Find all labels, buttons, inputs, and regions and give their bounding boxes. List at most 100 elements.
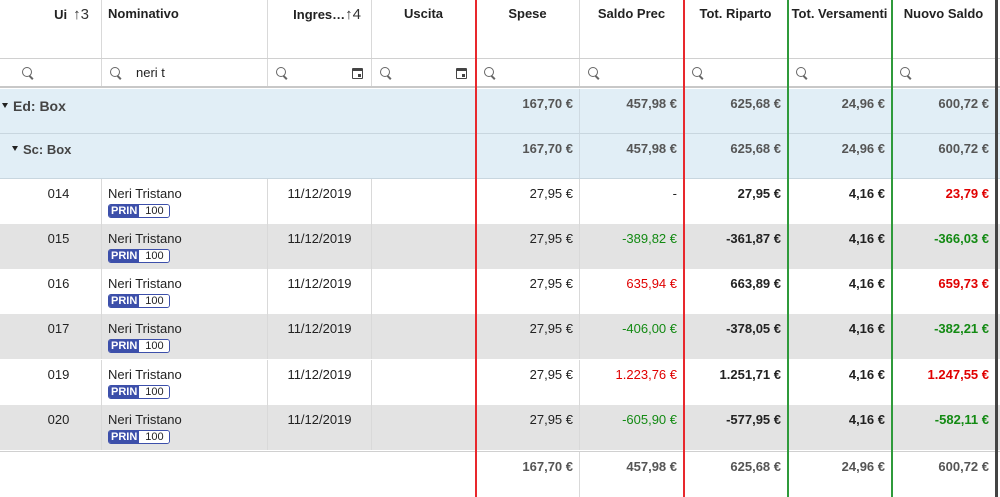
group-row-sc[interactable]: Sc: Box 167,70 € 457,98 € 625,68 € 24,96… <box>0 134 1000 179</box>
cell-uscita <box>372 405 476 450</box>
cell-spese: 27,95 € <box>476 269 580 314</box>
group-row-ed[interactable]: Ed: Box 167,70 € 457,98 € 625,68 € 24,96… <box>0 89 1000 134</box>
cell-uscita <box>372 224 476 269</box>
col-header-ingresso[interactable]: Ingres…↑4 <box>268 0 372 58</box>
col-header-uscita[interactable]: Uscita <box>372 0 476 58</box>
cell-nuovo-saldo: -366,03 € <box>892 224 996 269</box>
cell-spese: 27,95 € <box>476 360 580 405</box>
filter-nuovo-saldo[interactable] <box>892 59 996 86</box>
total-saldo-prec: 457,98 € <box>580 452 684 497</box>
filter-row: neri t <box>0 59 1000 88</box>
col-header-saldo-prec[interactable]: Saldo Prec <box>580 0 684 58</box>
column-divider-green <box>891 0 893 497</box>
cell-tot-riparto: 663,89 € <box>684 269 788 314</box>
cell-tot-versamenti: 4,16 € <box>788 314 892 359</box>
filter-ingresso[interactable] <box>268 59 372 86</box>
cell-saldo-prec: -605,90 € <box>580 405 684 450</box>
total-nuovo-saldo: 600,72 € <box>892 452 996 497</box>
nominativo-text: Neri Tristano <box>108 231 182 246</box>
group-label[interactable]: Sc: Box <box>12 142 71 157</box>
table-row[interactable]: 014 Neri Tristano PRIN 100 11/12/2019 27,9… <box>0 179 1000 224</box>
quota-badge: PRIN 100 <box>108 339 170 353</box>
col-header-tot-versamenti[interactable]: Tot. Versamenti <box>788 0 892 58</box>
table-row[interactable]: 020 Neri Tristano PRIN 100 11/12/2019 27,9… <box>0 405 1000 450</box>
cell-spese: 27,95 € <box>476 179 580 224</box>
cell-ui: 015 <box>0 224 102 269</box>
search-icon <box>900 66 912 79</box>
table-row[interactable]: 017 Neri Tristano PRIN 100 11/12/2019 27,9… <box>0 314 1000 359</box>
cell-tot-versamenti: 4,16 € <box>788 224 892 269</box>
cell-ingresso: 11/12/2019 <box>268 314 372 359</box>
search-icon <box>110 66 122 79</box>
column-divider-red <box>683 0 685 497</box>
col-header-nominativo[interactable]: Nominativo <box>102 0 268 58</box>
cell-uscita <box>372 360 476 405</box>
cell-nuovo-saldo: -382,21 € <box>892 314 996 359</box>
quota-badge: PRIN 100 <box>108 204 170 218</box>
nominativo-text: Neri Tristano <box>108 412 182 427</box>
search-icon <box>276 66 288 79</box>
cell-nominativo: Neri Tristano PRIN 100 <box>102 360 268 405</box>
table-row[interactable]: 016 Neri Tristano PRIN 100 11/12/2019 27,9… <box>0 269 1000 314</box>
cell-tot-versamenti: 4,16 € <box>788 405 892 450</box>
cell-tot-versamenti: 4,16 € <box>788 179 892 224</box>
cell-nominativo: Neri Tristano PRIN 100 <box>102 405 268 450</box>
cell-tot-riparto: -577,95 € <box>684 405 788 450</box>
quota-badge: PRIN 100 <box>108 294 170 308</box>
filter-nominativo[interactable]: neri t <box>102 59 268 86</box>
total-spese: 167,70 € <box>476 452 580 497</box>
sort-asc-icon[interactable]: ↑3 <box>73 6 89 23</box>
cell-nuovo-saldo: 659,73 € <box>892 269 996 314</box>
cell-spese: 27,95 € <box>476 405 580 450</box>
column-divider-red <box>475 0 477 497</box>
nominativo-text: Neri Tristano <box>108 276 182 291</box>
filter-tot-riparto[interactable] <box>684 59 788 86</box>
cell-nuovo-saldo: 1.247,55 € <box>892 360 996 405</box>
table-row[interactable]: 015 Neri Tristano PRIN 100 11/12/2019 27,9… <box>0 224 1000 269</box>
filter-saldo-prec[interactable] <box>580 59 684 86</box>
filter-ui[interactable] <box>0 59 102 86</box>
cell-ui: 014 <box>0 179 102 224</box>
calendar-icon[interactable] <box>352 68 363 79</box>
col-header-tot-riparto[interactable]: Tot. Riparto <box>684 0 788 58</box>
cell-nominativo: Neri Tristano PRIN 100 <box>102 179 268 224</box>
filter-uscita[interactable] <box>372 59 476 86</box>
group-saldo-prec: 457,98 € <box>580 89 684 133</box>
sort-asc-icon[interactable]: ↑4 <box>345 6 361 23</box>
nominativo-text: Neri Tristano <box>108 367 182 382</box>
total-tot-riparto: 625,68 € <box>684 452 788 497</box>
cell-ingresso: 11/12/2019 <box>268 360 372 405</box>
col-header-spese[interactable]: Spese <box>476 0 580 58</box>
cell-saldo-prec: -406,00 € <box>580 314 684 359</box>
search-icon <box>588 66 600 79</box>
group-label[interactable]: Ed: Box <box>2 98 66 114</box>
filter-spese[interactable] <box>476 59 580 86</box>
caret-down-icon[interactable] <box>12 146 18 152</box>
col-header-nuovo-saldo[interactable]: Nuovo Saldo <box>892 0 996 58</box>
group-saldo-prec: 457,98 € <box>580 134 684 178</box>
cell-ui: 016 <box>0 269 102 314</box>
cell-uscita <box>372 314 476 359</box>
filter-tot-versamenti[interactable] <box>788 59 892 86</box>
search-icon <box>380 66 392 79</box>
col-header-ui[interactable]: Ui ↑3 <box>0 0 102 58</box>
cell-tot-riparto: 27,95 € <box>684 179 788 224</box>
search-icon <box>692 66 704 79</box>
cell-ingresso: 11/12/2019 <box>268 405 372 450</box>
caret-down-icon[interactable] <box>2 102 8 108</box>
calendar-icon[interactable] <box>456 68 467 79</box>
table-row[interactable]: 019 Neri Tristano PRIN 100 11/12/2019 27,9… <box>0 360 1000 405</box>
cell-ingresso: 11/12/2019 <box>268 269 372 314</box>
group-nuovo-saldo: 600,72 € <box>892 89 996 133</box>
cell-nominativo: Neri Tristano PRIN 100 <box>102 269 268 314</box>
cell-ingresso: 11/12/2019 <box>268 224 372 269</box>
group-tot-versamenti: 24,96 € <box>788 89 892 133</box>
cell-nuovo-saldo: -582,11 € <box>892 405 996 450</box>
cell-saldo-prec: 1.223,76 € <box>580 360 684 405</box>
cell-ingresso: 11/12/2019 <box>268 179 372 224</box>
header-row: Ui ↑3 Nominativo Ingres…↑4 Uscita Spese S… <box>0 0 1000 59</box>
group-tot-riparto: 625,68 € <box>684 134 788 178</box>
cell-spese: 27,95 € <box>476 314 580 359</box>
filter-nominativo-input[interactable]: neri t <box>136 65 165 80</box>
